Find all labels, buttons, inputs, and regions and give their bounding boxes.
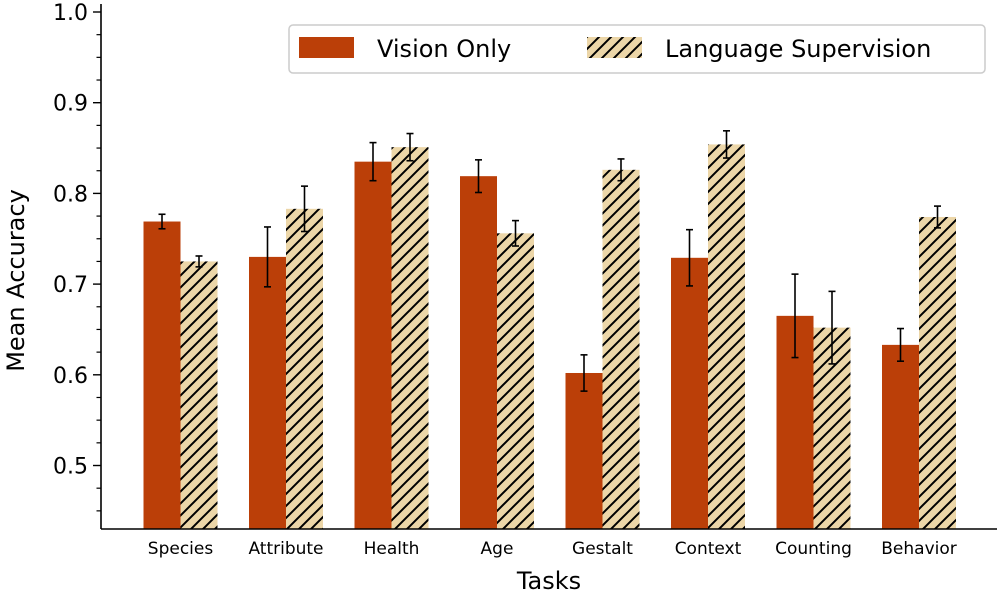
error-bar-language-supervision-species	[195, 255, 203, 268]
bar-vision-only-species	[143, 221, 181, 529]
bar-vision-only-context	[671, 257, 708, 529]
bar-language-supervision-attribute	[286, 208, 323, 529]
x-tick-label-context: Context	[675, 539, 742, 559]
error-bar-language-supervision-counting	[828, 290, 836, 365]
error-bar-language-supervision-age	[512, 219, 519, 247]
error-bar-vision-only-context	[686, 228, 693, 287]
bar-vision-only-gestalt	[565, 372, 603, 529]
legend-swatch-language-supervision	[587, 37, 642, 58]
error-bar-vision-only-behavior	[897, 327, 904, 363]
x-tick-label-species: Species	[148, 539, 214, 559]
error-bar-language-supervision-context	[723, 130, 730, 159]
bar-vision-only-behavior	[882, 344, 919, 529]
y-tick-label-0-9: 0.9	[53, 92, 88, 117]
error-bar-vision-only-species	[158, 213, 166, 230]
y-tick-label-0-7: 0.7	[53, 273, 88, 298]
bar-language-supervision-behavior	[919, 216, 956, 529]
error-bar-vision-only-age	[475, 159, 482, 194]
error-bar-language-supervision-attribute	[301, 185, 308, 233]
error-bar-language-supervision-behavior	[934, 205, 941, 229]
bar-language-supervision-gestalt	[602, 169, 640, 530]
error-bar-language-supervision-gestalt	[617, 158, 625, 182]
error-bar-vision-only-health	[369, 141, 377, 182]
bar-language-supervision-health	[391, 147, 429, 529]
error-bar-language-supervision-health	[406, 132, 414, 162]
x-tick-label-age: Age	[481, 539, 514, 559]
x-axis-label: Tasks	[516, 567, 581, 595]
x-tick-label-gestalt: Gestalt	[572, 539, 633, 559]
bar-vision-only-age	[460, 176, 497, 530]
x-tick-labels: Species Attribute Health Age Gestalt Context C…	[148, 539, 957, 559]
bar-language-supervision-context	[708, 144, 745, 529]
y-axis-label: Mean Accuracy	[2, 189, 30, 372]
axes	[100, 4, 997, 530]
error-bars-layer	[158, 130, 941, 392]
bar-vision-only-health	[354, 161, 392, 529]
legend-label-language-supervision: Language Supervision	[665, 35, 931, 63]
bar-language-supervision-age	[497, 233, 534, 529]
error-bar-vision-only-attribute	[264, 226, 271, 288]
y-tick-label-0-6: 0.6	[53, 364, 88, 389]
legend-swatch-vision-only	[299, 37, 354, 58]
x-tick-label-behavior: Behavior	[881, 539, 957, 559]
y-tick-label-0-5: 0.5	[53, 455, 88, 480]
bar-vision-only-attribute	[249, 256, 286, 529]
bars-layer	[143, 144, 956, 530]
bar-language-supervision-species	[180, 261, 218, 529]
x-tick-label-health: Health	[364, 539, 420, 559]
error-bar-vision-only-gestalt	[580, 354, 588, 392]
y-tick-label-0-8: 0.8	[53, 182, 88, 207]
legend-label-vision-only: Vision Only	[377, 35, 511, 63]
legend: Vision Only Language Supervision	[288, 24, 986, 74]
y-tick-label-1-0: 1.0	[53, 1, 88, 26]
error-bar-vision-only-counting	[791, 273, 799, 359]
x-tick-label-counting: Counting	[775, 539, 852, 559]
x-tick-label-attribute: Attribute	[248, 539, 323, 559]
y-ticks: 0.5 0.6 0.7 0.8 0.9 1.0	[53, 1, 101, 512]
